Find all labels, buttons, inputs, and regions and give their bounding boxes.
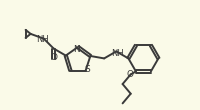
Text: O: O [50, 53, 57, 62]
Text: S: S [85, 65, 91, 74]
Text: NH: NH [36, 35, 49, 44]
Text: N: N [74, 45, 80, 53]
Text: NH: NH [111, 49, 124, 58]
Text: O: O [126, 70, 133, 79]
